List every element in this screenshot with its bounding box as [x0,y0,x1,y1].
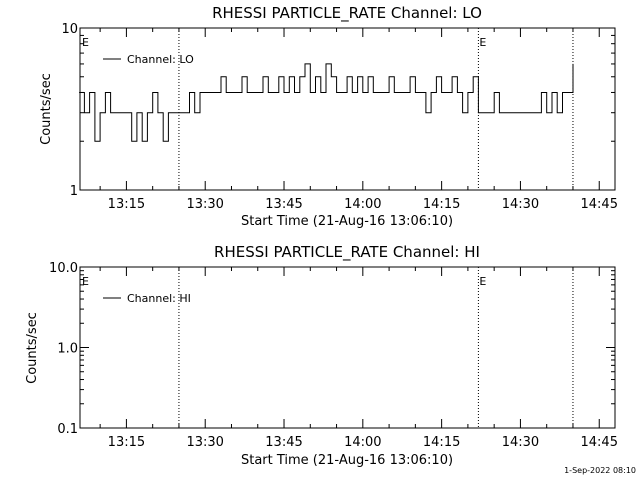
x-axis-label-lo: Start Time (21-Aug-16 13:06:10) [241,214,453,229]
x-tick-label: 13:45 [265,197,302,212]
x-tick-label: 13:30 [186,197,223,212]
x-tick-label: 14:15 [423,435,460,450]
y-tick-label: 1 [70,184,78,199]
x-ticks-hi: 13:15 13:30 13:45 14:00 14:15 14:30 14:45 [99,267,618,450]
event-marker: E [479,275,486,288]
event-marker: E [82,36,89,49]
x-tick-label: 14:45 [581,435,618,450]
x-tick-label: 13:45 [265,435,302,450]
x-tick-label: 13:15 [108,197,145,212]
legend-label-hi: Channel: HI [127,292,191,305]
x-axis-label-hi: Start Time (21-Aug-16 13:06:10) [241,453,453,468]
y-tick-label: 1.0 [57,342,78,357]
x-tick-label: 13:15 [108,435,145,450]
y-tick-label: 0.1 [57,422,78,437]
x-tick-label: 14:30 [502,435,539,450]
event-lines-lo [178,28,574,190]
y-tick-label: 10 [61,22,78,37]
chart-title-lo: RHESSI PARTICLE_RATE Channel: LO [212,4,482,23]
x-ticks-lo: 13:15 13:30 13:45 14:00 14:15 14:30 14:45 [99,28,618,212]
y-ticks-hi: 0.1 1.0 10.0 [49,261,615,437]
x-tick-label: 14:00 [344,197,381,212]
event-marker: E [82,275,89,288]
legend-lo: Channel: LO [103,53,194,66]
y-axis-label-hi: Counts/sec [25,312,40,384]
series-lo [79,63,574,142]
event-marker: E [479,36,486,49]
y-ticks-lo: 1 10 [61,22,615,199]
y-axis-label-lo: Counts/sec [39,73,54,145]
x-tick-label: 13:30 [186,435,223,450]
plot-frame-lo [79,27,616,191]
footer-timestamp: 1-Sep-2022 08:10 [564,466,636,475]
series-line [79,63,574,142]
event-lines-hi [178,267,574,428]
x-tick-label: 14:45 [581,197,618,212]
chart-title-hi: RHESSI PARTICLE_RATE Channel: HI [214,243,480,262]
legend-hi: Channel: HI [103,292,191,305]
chart-hi: RHESSI PARTICLE_RATE Channel: HI Counts/… [25,243,618,468]
chart-lo: RHESSI PARTICLE_RATE Channel: LO Counts/… [39,4,618,229]
x-tick-label: 14:00 [344,435,381,450]
x-tick-label: 14:15 [423,197,460,212]
x-tick-label: 14:30 [502,197,539,212]
y-tick-label: 10.0 [49,261,78,276]
legend-label-lo: Channel: LO [127,53,194,66]
